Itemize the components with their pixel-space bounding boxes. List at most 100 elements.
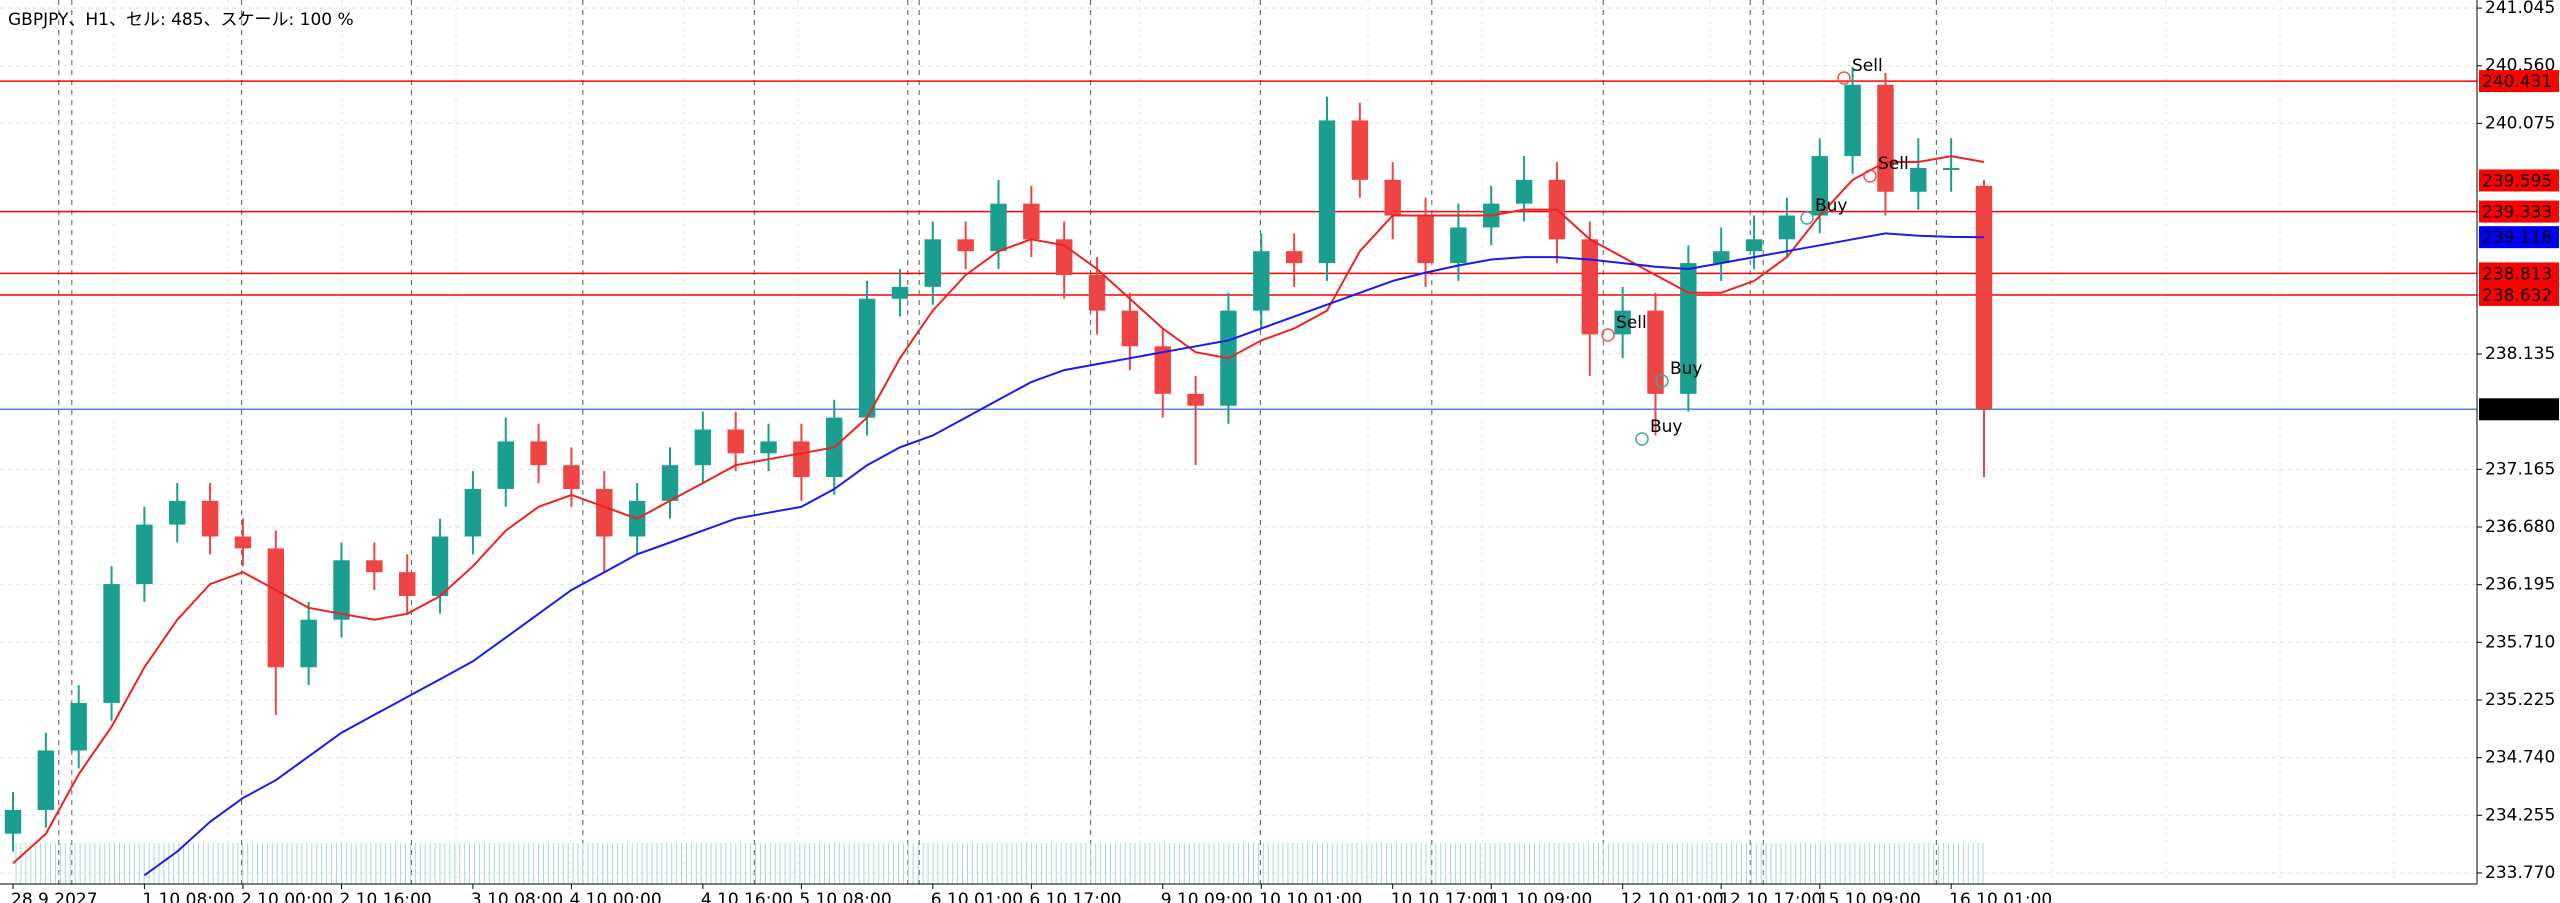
signal-marker — [1800, 211, 1814, 225]
annotation: Sell — [1878, 154, 1909, 174]
x-tick-label: 10 10 17:00 — [1391, 890, 1494, 903]
candle-body — [464, 488, 482, 537]
candle-body — [497, 441, 514, 489]
candle-body — [563, 465, 580, 489]
price-label: 239.118 — [2482, 228, 2552, 248]
candle-body — [596, 488, 613, 537]
candle-body — [1975, 185, 1993, 410]
y-tick-label: 241.045 — [2485, 0, 2555, 18]
candle-body — [1647, 310, 1664, 394]
y-tick-label: 233.770 — [2485, 863, 2555, 883]
candle-body — [169, 500, 186, 525]
signal-marker — [1837, 71, 1851, 85]
candle-body — [398, 572, 416, 596]
x-tick-label: 10 10 01:00 — [1259, 890, 1362, 903]
price-label: 239.595 — [2482, 171, 2552, 191]
candle-body — [1023, 203, 1040, 240]
price-label: 240.431 — [2482, 72, 2552, 92]
candle-body — [661, 465, 679, 501]
y-tick-label: 237.165 — [2485, 459, 2555, 479]
candle-body — [201, 500, 219, 537]
candle-body — [136, 524, 153, 585]
price-label: 238.632 — [2482, 286, 2552, 306]
price-label: 238.813 — [2482, 264, 2552, 284]
candle-body — [103, 584, 120, 703]
candle-body — [4, 809, 22, 834]
candle-body — [1285, 251, 1303, 264]
x-tick-label: 9 10 09:00 — [1161, 890, 1253, 903]
x-tick-label: 3 10 08:00 — [471, 890, 563, 903]
y-tick-label: 240.075 — [2485, 113, 2555, 133]
signal-marker — [1655, 374, 1669, 388]
y-tick-label: 235.225 — [2485, 690, 2555, 710]
signal-marker — [1863, 169, 1877, 183]
annotation: Sell — [1852, 56, 1883, 76]
candle-body — [1088, 274, 1106, 311]
chart-title: GBPJPY、H1、セル: 485、スケール: 100 % — [8, 10, 354, 30]
price-label-bg — [2479, 70, 2559, 93]
price-label-bg — [2479, 262, 2559, 285]
price-label: 239.333 — [2482, 203, 2552, 223]
candle-body — [37, 750, 55, 810]
annotation: Sell — [1616, 313, 1647, 333]
price-label-bg — [2479, 226, 2559, 249]
candle-body — [990, 203, 1007, 252]
candle-body — [366, 560, 383, 573]
x-tick-label: 5 10 08:00 — [799, 890, 891, 903]
candle-body — [793, 441, 810, 478]
candle-body — [530, 441, 547, 466]
x-tick-label: 16 10 01:00 — [1949, 890, 2052, 903]
price-label-bg — [2479, 169, 2559, 192]
candle-body — [1680, 263, 1697, 394]
candle-body — [1778, 215, 1796, 240]
x-tick-label: 28 9 2027 — [11, 890, 98, 903]
candle-body — [858, 298, 876, 418]
candle-body — [234, 536, 252, 549]
candle-body — [1712, 251, 1730, 264]
moving-average — [143, 232, 1985, 877]
annotation: Buy — [1670, 359, 1703, 379]
candle-body — [727, 429, 744, 454]
candle-body — [431, 536, 449, 596]
candle-body — [957, 239, 974, 252]
candle-body — [1417, 215, 1434, 264]
candle-body — [1450, 227, 1467, 264]
candle-body — [300, 619, 317, 668]
x-tick-label: 4 10 16:00 — [701, 890, 793, 903]
candle-body — [924, 239, 942, 287]
moving-average — [12, 155, 1985, 865]
candle-body — [1318, 120, 1336, 264]
annotation: Buy — [1650, 417, 1683, 437]
candle-body — [1253, 251, 1270, 311]
candle-body — [267, 548, 285, 668]
candle-body — [1877, 84, 1894, 192]
signal-marker — [1635, 432, 1649, 446]
candle-body — [1910, 167, 1927, 192]
candle-body — [1384, 179, 1401, 216]
y-tick-label: 236.680 — [2485, 517, 2555, 537]
x-tick-label: 12 10 01:00 — [1621, 890, 1724, 903]
candle-body — [1351, 120, 1369, 180]
signal-marker — [1601, 328, 1615, 342]
candle-body — [1154, 346, 1171, 394]
y-tick-label: 235.710 — [2485, 632, 2555, 652]
y-tick-label: 236.195 — [2485, 575, 2555, 595]
price-label-bg — [2479, 283, 2559, 306]
x-tick-label: 12 10 17:00 — [1719, 890, 1822, 903]
marks-layer: Sell Sell Buy Sell Buy Buy — [0, 56, 2477, 877]
candle-body — [1844, 84, 1861, 157]
candle-body — [1811, 156, 1828, 216]
y-tick-label: 238.135 — [2485, 344, 2555, 364]
candle-body — [1121, 310, 1139, 347]
x-tick-label: 1 10 08:00 — [142, 890, 234, 903]
y-tick-label: 234.255 — [2485, 805, 2555, 825]
x-tick-label: 11 10 09:00 — [1489, 890, 1592, 903]
candle-body — [1942, 167, 1960, 170]
candle-body — [1745, 239, 1763, 252]
x-tick-label: 2 10 00:00 — [241, 890, 333, 903]
x-tick-label: 15 10 09:00 — [1818, 890, 1921, 903]
candle-body — [333, 560, 350, 620]
